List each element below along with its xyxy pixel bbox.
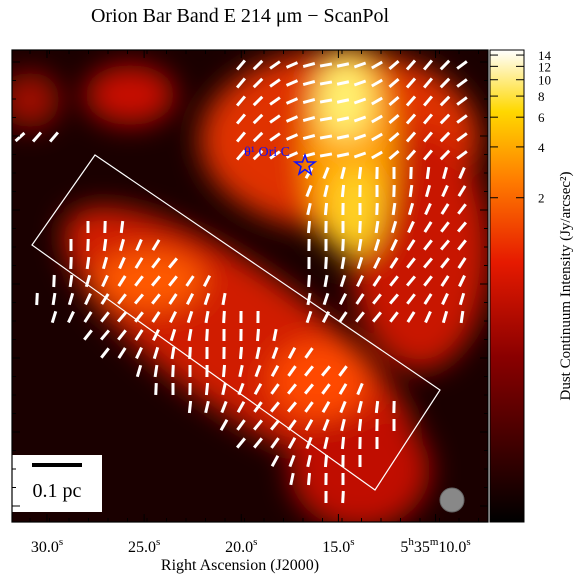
polarization-vector [308,473,309,485]
polarization-vector [343,239,344,251]
colorbar [490,50,524,522]
x-axis-label: Right Ascension (J2000) [161,557,319,574]
polarization-vector [326,257,327,269]
polarization-vector [207,329,208,341]
colorbar-tick-label: 2 [538,191,545,206]
polarization-vector [325,455,326,467]
colorbar-label: Dust Continuum Intensity (Jy/arcsec²) [558,171,574,400]
polarization-vector [54,275,55,287]
polarization-vector [461,311,463,323]
polarization-vector [156,383,157,395]
polarization-vector [189,329,191,341]
polarization-vector [342,257,344,269]
polarization-vector [320,136,332,138]
colorbar-tick-label: 8 [538,89,545,104]
polarization-vector [308,293,310,305]
x-tick-label: 30.0s [31,536,63,556]
polarization-vector [359,167,360,179]
polarization-vector [87,257,89,269]
polarization-vector [325,275,327,287]
polarization-vector [393,203,395,215]
colorbar-tick-label: 10 [538,73,551,88]
polarization-vector [376,401,377,413]
polarization-vector [223,293,225,305]
polarization-vector [320,100,332,102]
x-tick-label: 20.0s [225,536,257,556]
polarization-vector [223,365,224,377]
polarization-vector [343,491,344,503]
polarization-vector [104,239,106,251]
star-label: θ¹ Ori C [244,145,290,160]
polarization-vector [342,185,343,197]
polarization-vector [206,311,208,323]
polarization-vector [427,167,429,179]
polarization-vector [206,383,207,395]
polarization-vector [320,64,332,66]
title: Orion Bar Band E 214 μm − ScanPol [91,5,390,27]
colorbar-tick-label: 6 [538,110,545,125]
colorbar-tick-label: 14 [538,48,552,63]
scale-bar-label: 0.1 pc [33,480,82,502]
polarization-vector [320,154,332,156]
polarization-vector [172,347,174,359]
polarization-vector [71,257,72,269]
polarization-vector [121,221,122,233]
x-tick-label: 15.0s [322,536,354,556]
polarization-vector [53,293,55,305]
polarization-vector [189,401,190,413]
polarization-vector [360,221,361,233]
intensity-map [0,45,490,530]
polarization-vector [258,329,259,341]
polarization-vector [320,118,332,120]
polarization-vector [70,275,72,287]
x-tick-label: 5h35m10.0s [400,536,470,556]
polarization-vector [155,365,157,377]
polarization-vector [325,203,326,215]
polarization-vector [342,437,343,449]
polarization-vector [320,82,332,84]
polarization-vector [308,221,309,233]
polarization-vector [309,275,310,287]
polarization-vector [376,221,378,233]
x-tick-label: 25.0s [128,536,160,556]
polarization-vector [377,203,378,215]
polarization-vector [240,347,241,359]
polarization-vector [173,365,174,377]
colorbar-tick-label: 4 [538,140,545,155]
polarization-vector [37,293,38,305]
polarization-vector [359,419,360,431]
polarization-vector [410,185,412,197]
polarization-vector [359,239,361,251]
polarization-vector [224,311,225,323]
